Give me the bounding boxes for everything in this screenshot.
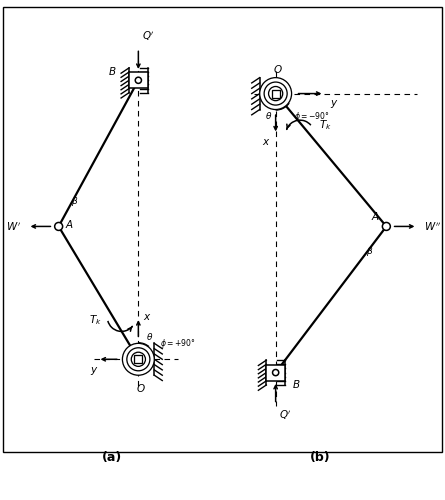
Text: $x$: $x$ [262, 137, 270, 147]
Text: (b): (b) [310, 451, 330, 464]
Text: $A$: $A$ [65, 218, 74, 230]
Text: $O$: $O$ [273, 63, 283, 75]
Text: $Q'$: $Q'$ [279, 409, 292, 422]
Circle shape [382, 222, 390, 230]
Polygon shape [129, 72, 148, 88]
Text: $W''$: $W''$ [424, 220, 441, 232]
Text: $y$: $y$ [330, 98, 338, 110]
Text: $Q'$: $Q'$ [142, 29, 155, 42]
Text: (a): (a) [101, 451, 122, 464]
Text: $B$: $B$ [108, 64, 116, 76]
Circle shape [260, 78, 291, 110]
Text: $\phi{=}{+}90°$: $\phi{=}{+}90°$ [160, 336, 195, 349]
Circle shape [122, 344, 154, 375]
Text: $B$: $B$ [292, 378, 301, 390]
Text: $W'$: $W'$ [6, 220, 21, 232]
Text: $y$: $y$ [90, 364, 98, 376]
Text: $A$: $A$ [371, 210, 380, 222]
Polygon shape [271, 90, 279, 98]
Polygon shape [266, 364, 285, 380]
Text: $\beta$: $\beta$ [71, 195, 78, 208]
Text: $O$: $O$ [136, 382, 146, 394]
Polygon shape [134, 356, 142, 364]
Circle shape [55, 222, 63, 230]
Text: $T_k$: $T_k$ [319, 118, 332, 132]
Text: $\theta$: $\theta$ [146, 332, 154, 342]
Text: $\beta$: $\beta$ [367, 245, 374, 258]
Text: $T_k$: $T_k$ [89, 314, 102, 327]
Text: $\phi{=}{-}90°$: $\phi{=}{-}90°$ [294, 110, 330, 124]
Text: $\theta$: $\theta$ [265, 110, 272, 122]
Text: $x$: $x$ [143, 312, 151, 322]
